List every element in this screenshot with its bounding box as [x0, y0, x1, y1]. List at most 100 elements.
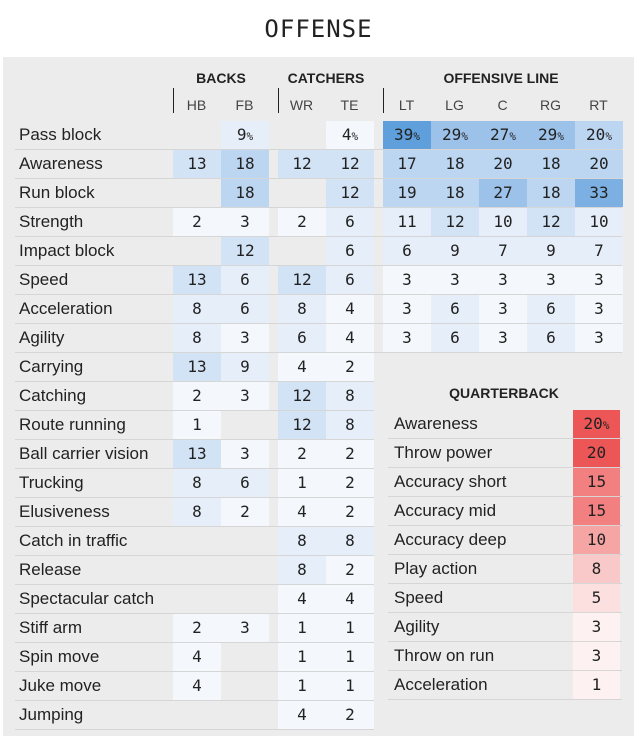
- value-cell-c: 27: [479, 179, 527, 207]
- group-header-backs: BACKS: [196, 70, 246, 86]
- value-cell-hb: 8: [173, 498, 221, 526]
- value-cell-fb: 3: [221, 324, 269, 352]
- column-header-c: C: [497, 97, 508, 113]
- qb-row-divider: [388, 438, 622, 439]
- value-cell-rg: 18: [527, 179, 575, 207]
- value-cell-wr: 12: [278, 266, 326, 294]
- value-cell-hb: 8: [173, 295, 221, 323]
- value-cell-lt: 3: [383, 295, 431, 323]
- value-cell-rt: 3: [575, 295, 623, 323]
- row-divider: [15, 584, 374, 585]
- value-cell-te: 1: [326, 672, 374, 700]
- row-divider: [15, 700, 374, 701]
- value-cell-hb: 13: [173, 353, 221, 381]
- row-label-spin-move: Spin move: [19, 647, 100, 666]
- row-divider: [15, 410, 374, 411]
- qb-value-cell: 15: [573, 468, 620, 496]
- value-cell-c: 20: [479, 150, 527, 178]
- qb-value-cell: 5: [573, 584, 620, 612]
- qb-row-label-awareness: Awareness: [394, 414, 478, 433]
- value-cell-lt: 19: [383, 179, 431, 207]
- value-cell-wr: 12: [278, 150, 326, 178]
- value-cell-fb: 9%: [221, 121, 269, 149]
- value-cell-wr: 1: [278, 614, 326, 642]
- qb-row-label-accuracy-short: Accuracy short: [394, 472, 507, 491]
- value-cell-c: 10: [479, 208, 527, 236]
- line-divider: [383, 88, 384, 113]
- value-cell-wr: 4: [278, 701, 326, 729]
- value-cell-te: 8: [326, 411, 374, 439]
- value-cell-lt: 3: [383, 324, 431, 352]
- value-cell-c: 27%: [479, 121, 527, 149]
- value-cell-rg: 9: [527, 237, 575, 265]
- value-cell-lg: 29%: [431, 121, 479, 149]
- row-divider: [15, 352, 622, 353]
- row-label-trucking: Trucking: [19, 473, 84, 492]
- value-cell-rt: 3: [575, 266, 623, 294]
- value-cell-wr: 1: [278, 643, 326, 671]
- value-cell-c: 3: [479, 295, 527, 323]
- value-cell-lg: 18: [431, 150, 479, 178]
- qb-row-divider: [388, 699, 622, 700]
- row-divider: [15, 439, 374, 440]
- value-cell-wr: 1: [278, 469, 326, 497]
- row-label-jumping: Jumping: [19, 705, 84, 724]
- qb-value-cell: 20%: [573, 410, 620, 438]
- row-divider: [15, 323, 622, 324]
- value-cell-rg: 6: [527, 295, 575, 323]
- qb-value-cell: 10: [573, 526, 620, 554]
- value-cell-te: 4%: [326, 121, 374, 149]
- value-cell-wr: 6: [278, 324, 326, 352]
- column-header-rt: RT: [589, 97, 608, 113]
- value-cell-wr: 8: [278, 295, 326, 323]
- row-label-carrying: Carrying: [19, 357, 84, 376]
- value-cell-c: 3: [479, 266, 527, 294]
- row-label-strength: Strength: [19, 212, 84, 231]
- row-label-awareness: Awareness: [19, 154, 103, 173]
- value-cell-te: 2: [326, 353, 374, 381]
- qb-value-cell: 3: [573, 613, 620, 641]
- value-cell-rt: 3: [575, 324, 623, 352]
- percent-sign: %: [413, 130, 420, 143]
- row-divider: [15, 294, 622, 295]
- value-cell-rg: 29%: [527, 121, 575, 149]
- row-label-juke-move: Juke move: [19, 676, 102, 695]
- row-label-elusiveness: Elusiveness: [19, 502, 110, 521]
- qb-value-cell: 8: [573, 555, 620, 583]
- row-label-stiff-arm: Stiff arm: [19, 618, 82, 637]
- value-cell-hb: 4: [173, 643, 221, 671]
- value-cell-te: 2: [326, 498, 374, 526]
- value-cell-wr: 4: [278, 585, 326, 613]
- qb-row-divider: [388, 467, 622, 468]
- column-header-lt: LT: [398, 97, 415, 113]
- row-divider: [15, 149, 622, 150]
- column-header-rg: RG: [540, 97, 561, 113]
- percent-sign: %: [602, 419, 610, 432]
- value-cell-te: 1: [326, 643, 374, 671]
- value-cell-fb: 6: [221, 266, 269, 294]
- qb-row-label-accuracy-deep: Accuracy deep: [394, 530, 507, 549]
- qb-value-cell: 3: [573, 642, 620, 670]
- value-cell-te: 2: [326, 556, 374, 584]
- value-cell-rt: 10: [575, 208, 623, 236]
- value-cell-te: 6: [326, 208, 374, 236]
- value-cell-te: 8: [326, 527, 374, 555]
- percent-sign: %: [509, 130, 516, 143]
- qb-row-divider: [388, 612, 622, 613]
- value-cell-hb: 2: [173, 382, 221, 410]
- row-divider: [15, 642, 374, 643]
- value-cell-wr: 2: [278, 440, 326, 468]
- group-header-quarterback: QUARTERBACK: [449, 385, 559, 401]
- value-cell-te: 2: [326, 440, 374, 468]
- row-divider: [15, 613, 374, 614]
- value-cell-hb: 13: [173, 266, 221, 294]
- qb-row-divider: [388, 583, 622, 584]
- qb-row-label-acceleration: Acceleration: [394, 675, 488, 694]
- column-header-lg: LG: [445, 97, 464, 113]
- row-label-catching: Catching: [19, 386, 87, 405]
- value-cell-fb: 6: [221, 295, 269, 323]
- value-cell-lg: 9: [431, 237, 479, 265]
- value-cell-wr: 4: [278, 353, 326, 381]
- value-cell-lt: 17: [383, 150, 431, 178]
- value-cell-te: 4: [326, 295, 374, 323]
